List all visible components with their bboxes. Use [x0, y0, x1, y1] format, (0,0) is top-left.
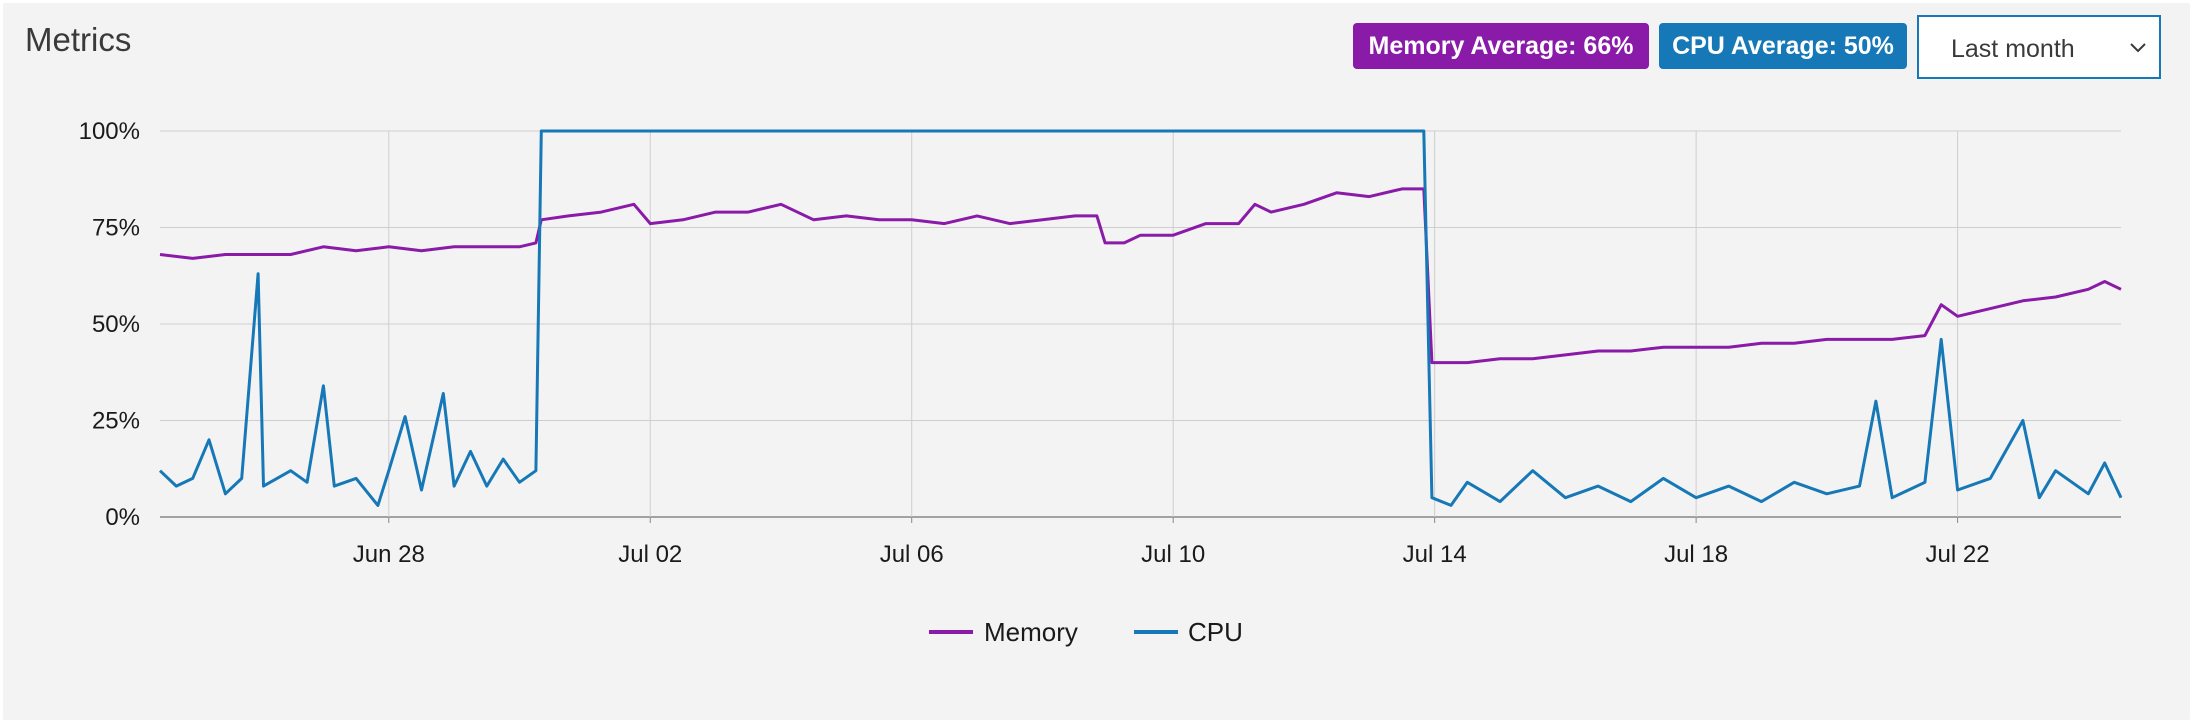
y-tick-label: 0%: [105, 504, 140, 531]
legend-label: Memory: [984, 617, 1078, 647]
y-tick-label: 50%: [92, 311, 140, 338]
legend-item-cpu: CPU: [1134, 617, 1243, 647]
legend-item-memory: Memory: [929, 617, 1078, 647]
cpu-average-badge: CPU Average: 50%: [1659, 23, 1907, 69]
metrics-panel: Metrics Memory Average: 66% CPU Average:…: [3, 3, 2190, 720]
time-range-select[interactable]: Last month: [1917, 15, 2161, 79]
memory-average-badge: Memory Average: 66%: [1353, 23, 1649, 69]
x-tick-label: Jul 18: [1664, 541, 1728, 568]
page-title: Metrics: [25, 21, 132, 58]
time-range-selected-label: Last month: [1951, 35, 2075, 63]
chevron-down-icon: [2129, 41, 2147, 59]
x-tick-label: Jul 10: [1141, 541, 1205, 568]
y-tick-label: 100%: [79, 118, 140, 145]
x-tick-label: Jul 22: [1926, 541, 1990, 568]
y-tick-label: 25%: [92, 408, 140, 435]
series-line-cpu: [158, 129, 2123, 507]
y-tick-label: 75%: [92, 215, 140, 242]
x-tick-label: Jul 06: [880, 541, 944, 568]
x-tick-label: Jul 14: [1403, 541, 1467, 568]
x-tick-label: Jun 28: [353, 541, 425, 568]
legend-label: CPU: [1188, 617, 1243, 647]
x-tick-label: Jul 02: [618, 541, 682, 568]
series-line-memory: [159, 187, 2122, 365]
